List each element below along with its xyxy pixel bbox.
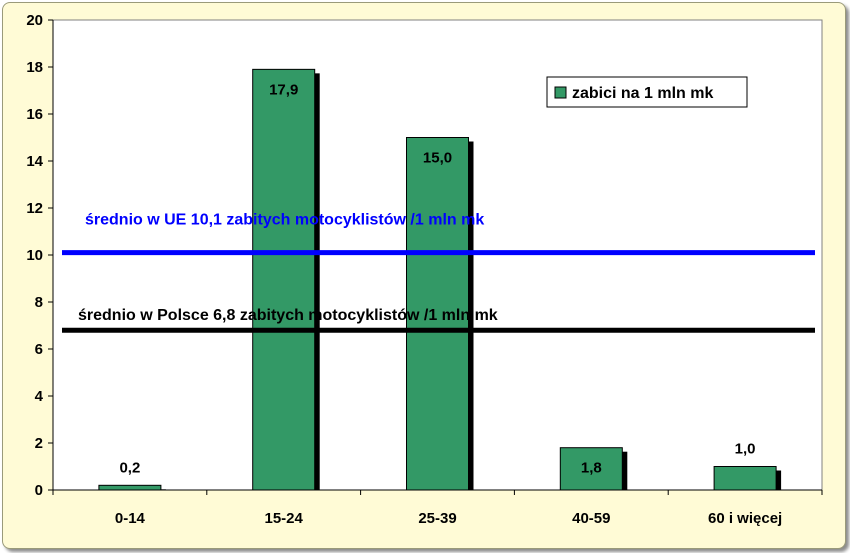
x-axis: 0-14 15-24 25-39 40-59 60 i więcej [52, 489, 823, 527]
bar [559, 447, 623, 491]
y-tick-label: 10 [26, 247, 43, 264]
y-tick-label: 4 [35, 388, 44, 405]
y-axis: 0 2 4 6 8 10 12 14 16 18 20 [26, 12, 54, 499]
x-tick-label: 60 i więcej [708, 510, 782, 527]
data-label: 17,9 [269, 81, 298, 98]
bar [713, 466, 777, 491]
x-tick-label: 40-59 [572, 510, 610, 527]
y-tick-label: 20 [26, 12, 43, 29]
x-tick-label: 15-24 [265, 510, 304, 527]
reference-lines: średnio w UE 10,1 zabitych motocyklistów… [62, 212, 815, 333]
data-label: 15,0 [423, 150, 452, 167]
y-tick-label: 12 [26, 200, 43, 217]
legend-swatch [554, 86, 567, 99]
reference-line-label: średnio w UE 10,1 zabitych motocyklistów… [85, 212, 484, 229]
bar [252, 68, 316, 491]
x-tick-label: 0-14 [115, 510, 146, 527]
bar [98, 484, 162, 491]
y-tick-label: 14 [26, 153, 43, 170]
reference-line-label: średnio w Polsce 6,8 zabitych motocyklis… [78, 307, 498, 324]
y-tick-label: 6 [35, 341, 43, 358]
y-tick-label: 0 [35, 482, 43, 499]
legend-box [546, 76, 748, 108]
y-tick-label: 18 [26, 59, 43, 76]
bar [406, 137, 469, 491]
data-label: 1,0 [735, 441, 756, 458]
bars: 0,2 17,9 15,0 1,8 1,0 [98, 68, 782, 491]
y-tick-label: 2 [35, 435, 43, 452]
legend: zabici na 1 mln mk [546, 76, 748, 108]
data-label: 0,2 [119, 459, 140, 476]
legend-label: zabici na 1 mln mk [572, 85, 713, 102]
x-tick-label: 25-39 [418, 510, 456, 527]
data-label: 1,8 [581, 460, 602, 477]
y-tick-label: 8 [35, 294, 43, 311]
y-tick-label: 16 [26, 106, 43, 123]
